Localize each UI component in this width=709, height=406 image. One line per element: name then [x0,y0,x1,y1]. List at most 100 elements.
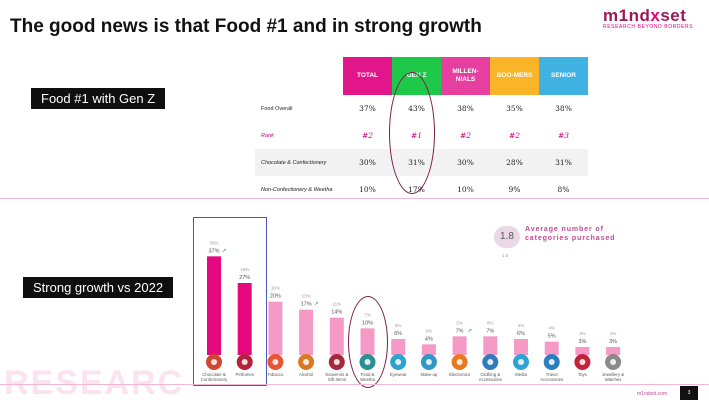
eyewear-icon-glyph [395,359,402,365]
row-label: Rank [261,132,274,139]
table-cell: 28% [490,149,539,176]
bar-value-label: 37% [208,248,219,254]
bar-shirt [483,336,498,355]
table-header-total: TOTAL [343,57,392,95]
category-label: Alcohol [299,372,313,377]
logo-tagline: RESEARCH BEYOND BORDERS [603,24,694,30]
growth-arrow-icon: ↗ [314,302,319,308]
bar-previous-label: 4% [518,323,525,328]
category-label: Gift Items [328,377,346,382]
table-header-senior: SENIOR [539,57,588,95]
bar-beer [299,309,314,355]
bar-value-label: 14% [331,310,342,316]
bar-toys [575,347,590,355]
bar-eyewear [391,339,406,355]
table-cell: #2 [508,131,521,140]
category-label: Jewellery & [602,372,624,377]
category-label: Tobacco [267,372,284,377]
perfume-icon-glyph [241,359,248,365]
bar-previous-label: 4% [610,331,617,336]
bar-value-label: 3% [578,339,586,345]
category-label: Make-up [421,372,438,377]
bar-value-label: 17% [301,302,312,308]
table-cell: 38% [457,104,474,113]
table-cell: 10% [457,185,474,194]
table-cell: 35% [506,104,523,113]
bar-value-label: 4% [425,336,433,342]
section-label-growth: Strong growth vs 2022 [23,277,174,298]
row-label: Food Overall [261,105,293,112]
section-label-genz: Food #1 with Gen Z [31,88,166,109]
growth-arrow-icon: ↗ [221,248,226,254]
bar-previous-label: 30% [209,240,218,245]
makeup-icon-glyph [425,359,432,365]
bar-electronics [452,336,467,355]
bar-value-label: 6% [394,331,402,337]
tobacco-icon-glyph [272,359,279,365]
logo-wordmark: m1ndxset [603,6,687,25]
section-divider [0,198,709,199]
bar-media [514,339,528,355]
page-title: The good news is that Food #1 and in str… [10,16,482,37]
luggage-icon-glyph [548,359,555,365]
category-label: Toys [578,372,587,377]
table-cell: 38% [555,104,572,113]
average-categories-label: Average number of categories purchased [525,226,616,243]
category-label: Clothing & [480,372,500,377]
table-cell: #2 [459,131,472,140]
average-categories-value: 1.8 [494,226,520,248]
bar-tobacco [268,301,283,355]
row-label: Chocolate & Confectionery [255,149,343,176]
bar-previous-label: 13% [302,294,311,299]
category-label: Confectionery [201,377,228,382]
category-label: Watches [605,377,622,382]
category-label: Souvenirs & [325,372,348,377]
table-cell: 9% [508,185,521,194]
beer-icon-glyph [303,359,310,365]
average-categories-previous: 1.5 [502,253,509,258]
table-cell: 37% [359,104,376,113]
bar-value-label: 6% [517,331,525,337]
electronics-icon-glyph [456,359,463,365]
category-label: Electronics [449,372,470,377]
brand-logo: m1ndxset RESEARCH BEYOND BORDERS [603,6,693,32]
page-number: 3 [680,386,698,400]
category-label: Travel [546,372,558,377]
bar-previous-label: 4% [548,326,555,331]
table-header-millennials: MILLEN-NIALS [441,57,490,95]
table-header-boomers: BOO-MERS [490,57,539,95]
category-label: Perfumes [236,372,254,377]
footer-url: m1ndset.com [637,391,668,397]
gift-icon-glyph [333,359,340,365]
table-cell: 30% [343,149,392,176]
category-label: Accessories [479,377,502,382]
footer-divider [0,384,709,385]
table-cell: 30% [441,149,490,176]
bar-value-label: 3% [609,339,617,345]
growth-arrow-icon: ↗ [467,328,472,334]
row-label: Non-Confectionery & Weetha [261,186,333,193]
candy-icon-glyph [211,359,217,365]
bar-perfume [237,283,252,355]
toys-icon-glyph [579,359,586,365]
table-cell: 8% [557,185,570,194]
table-cell: 31% [539,149,588,176]
category-label: Eyewear [390,372,407,377]
bar-previous-label: 5% [456,320,463,325]
top-categories-highlight-box [193,217,267,386]
bar-value-label: 5% [548,334,556,340]
media-icon-glyph [518,359,524,365]
bar-previous-label: 3% [579,331,586,336]
shirt-icon-glyph [487,359,494,365]
bar-value-label: 7% [456,328,464,334]
bar-value-label: 20% [270,294,281,300]
jewellery-icon-glyph [610,359,617,365]
bar-luggage [544,341,559,355]
bar-previous-label: 16% [271,286,280,291]
bar-previous-label: 16% [240,267,249,272]
bar-previous-label: 11% [332,302,341,307]
table-cell: #2 [361,131,374,140]
category-label: Chocolate & [202,372,226,377]
category-label: Media [515,372,527,377]
table-cell: #3 [557,131,570,140]
